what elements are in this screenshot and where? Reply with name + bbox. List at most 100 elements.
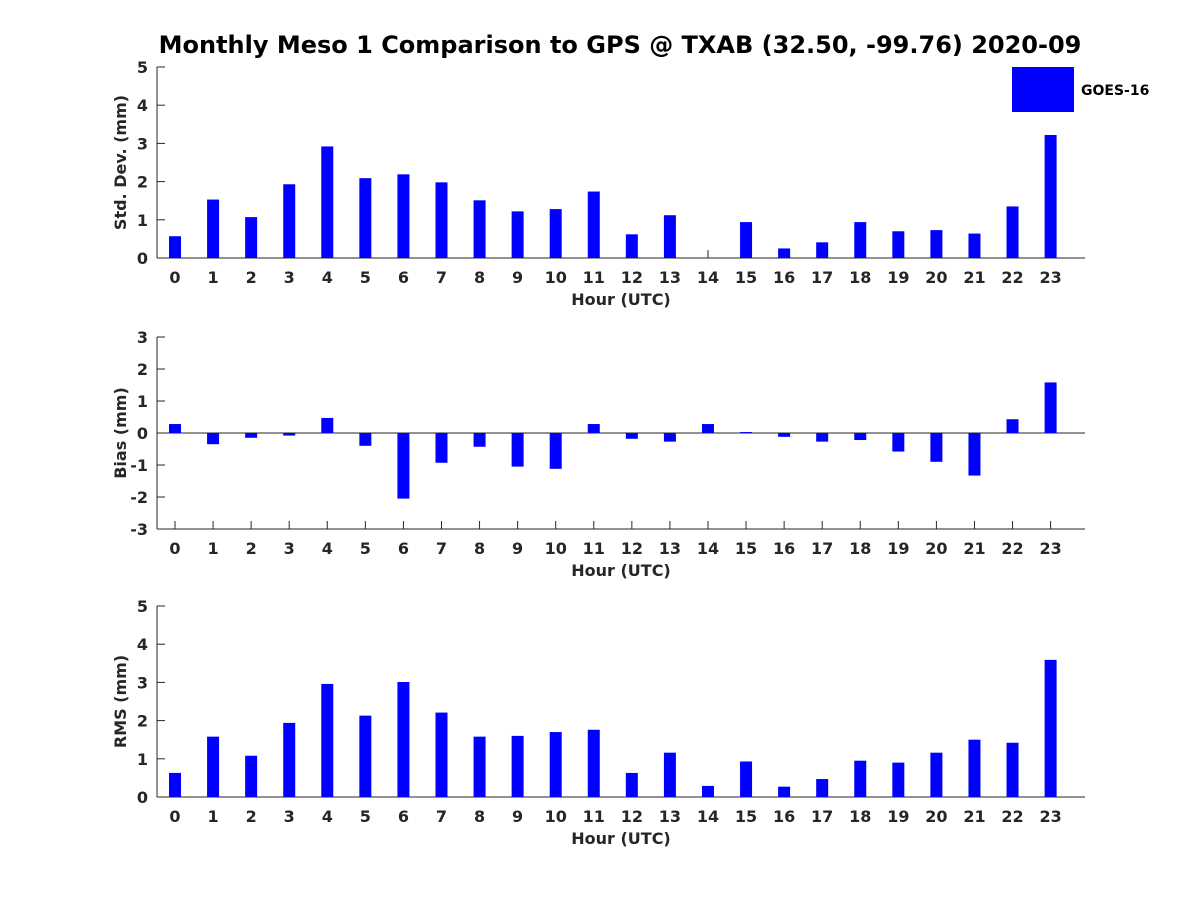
std-dev-y-tick-label: 0 (137, 249, 148, 268)
std-dev-bar (397, 174, 410, 258)
bias-bar (397, 433, 410, 499)
rms-y-tick-label: 2 (137, 712, 148, 731)
rms-x-tick-label: 23 (1039, 807, 1061, 826)
std-dev-x-tick-label: 16 (773, 268, 795, 287)
bias-bar (701, 424, 714, 433)
bias-bar (625, 433, 638, 439)
rms-x-tick-label: 5 (360, 807, 371, 826)
bias-x-tick-label: 9 (512, 539, 523, 558)
std-dev-x-tick-label: 17 (811, 268, 833, 287)
bias-x-tick-label: 22 (1001, 539, 1023, 558)
rms-x-tick-label: 16 (773, 807, 795, 826)
bias-bar (549, 433, 562, 469)
bias-x-tick-label: 23 (1039, 539, 1061, 558)
std-dev-x-tick-label: 22 (1001, 268, 1023, 287)
bias-bar (245, 433, 258, 438)
rms-y-tick-label: 5 (137, 597, 148, 616)
std-dev-bar (549, 209, 562, 258)
bias-x-tick-label: 21 (963, 539, 985, 558)
bias-x-tick-label: 17 (811, 539, 833, 558)
bias-bar (169, 424, 181, 433)
std-dev-y-tick-label: 4 (137, 96, 148, 115)
std-dev-bar (1006, 206, 1019, 258)
rms-x-tick-label: 22 (1001, 807, 1023, 826)
std-dev-bar (1044, 134, 1057, 258)
bias-bar (778, 433, 791, 437)
bias-bar (511, 433, 524, 467)
rms-bar (968, 739, 981, 797)
std-dev-bar (207, 199, 220, 258)
rms-x-tick-label: 19 (887, 807, 909, 826)
std-dev-x-tick-label: 2 (246, 268, 257, 287)
bias-y-tick-label: -1 (130, 456, 148, 475)
std-dev-y-tick-label: 5 (137, 58, 148, 77)
std-dev-x-tick-label: 0 (169, 268, 180, 287)
rms-bar (283, 722, 296, 797)
bias-x-tick-label: 10 (545, 539, 567, 558)
bias-x-tick-label: 13 (659, 539, 681, 558)
rms-bar (930, 752, 943, 797)
std-dev-bar (283, 184, 296, 258)
rms-bar (1044, 659, 1057, 797)
rms-x-tick-label: 6 (398, 807, 409, 826)
rms-y-tick-label: 0 (137, 788, 148, 807)
rms-x-tick-label: 18 (849, 807, 871, 826)
rms-bar (701, 785, 714, 797)
std-dev-bar (968, 233, 981, 258)
bias-bar (283, 433, 296, 436)
rms-x-tick-label: 21 (963, 807, 985, 826)
std-dev-x-tick-label: 15 (735, 268, 757, 287)
rms-y-tick-label: 3 (137, 673, 148, 692)
rms-x-tick-label: 7 (436, 807, 447, 826)
std-dev-bar (321, 146, 334, 258)
std-dev-x-tick-label: 20 (925, 268, 947, 287)
bias-y-tick-label: -2 (130, 488, 148, 507)
bias-x-tick-label: 3 (284, 539, 295, 558)
bias-bar (892, 433, 905, 452)
std-dev-x-tick-label: 10 (545, 268, 567, 287)
std-dev-bar (435, 182, 448, 258)
bias-x-tick-label: 19 (887, 539, 909, 558)
std-dev-x-tick-label: 8 (474, 268, 485, 287)
legend-label: GOES-16 (1081, 83, 1149, 99)
bias-x-tick-label: 11 (583, 539, 605, 558)
bias-x-tick-label: 4 (322, 539, 333, 558)
bias-y-tick-label: 0 (137, 424, 148, 443)
rms-x-tick-label: 13 (659, 807, 681, 826)
rms-bar (245, 755, 258, 797)
bias-x-tick-label: 16 (773, 539, 795, 558)
std-dev-bar (473, 200, 486, 258)
bias-bar (1006, 419, 1019, 433)
std-dev-bar (892, 231, 905, 258)
rms-y-axis-label: RMS (mm) (111, 655, 130, 748)
rms-bar (816, 779, 829, 797)
bias-bar (359, 433, 372, 446)
std-dev-y-tick-label: 2 (137, 173, 148, 192)
rms-bar (587, 729, 600, 797)
bias-x-tick-label: 1 (207, 539, 218, 558)
rms-bar (359, 715, 372, 797)
std-dev-bar (663, 215, 676, 258)
bias-bar (207, 433, 220, 445)
rms-x-tick-label: 4 (322, 807, 333, 826)
bias-x-tick-label: 2 (246, 539, 257, 558)
bias-x-tick-label: 12 (621, 539, 643, 558)
rms-bar (207, 736, 220, 797)
bias-x-tick-label: 18 (849, 539, 871, 558)
rms-bar (625, 772, 638, 797)
rms-x-tick-label: 9 (512, 807, 523, 826)
bias-bar (740, 432, 753, 433)
std-dev-y-axis-label: Std. Dev. (mm) (111, 95, 130, 230)
bias-bar (854, 433, 867, 441)
bias-bar (816, 433, 829, 442)
rms-bar (549, 732, 562, 797)
rms-bar (663, 752, 676, 797)
std-dev-x-tick-label: 4 (322, 268, 333, 287)
std-dev-y-tick-label: 1 (137, 211, 148, 230)
bias-x-tick-label: 8 (474, 539, 485, 558)
rms-y-tick-label: 4 (137, 635, 148, 654)
std-dev-x-tick-label: 18 (849, 268, 871, 287)
bias-y-tick-label: -3 (130, 520, 148, 539)
